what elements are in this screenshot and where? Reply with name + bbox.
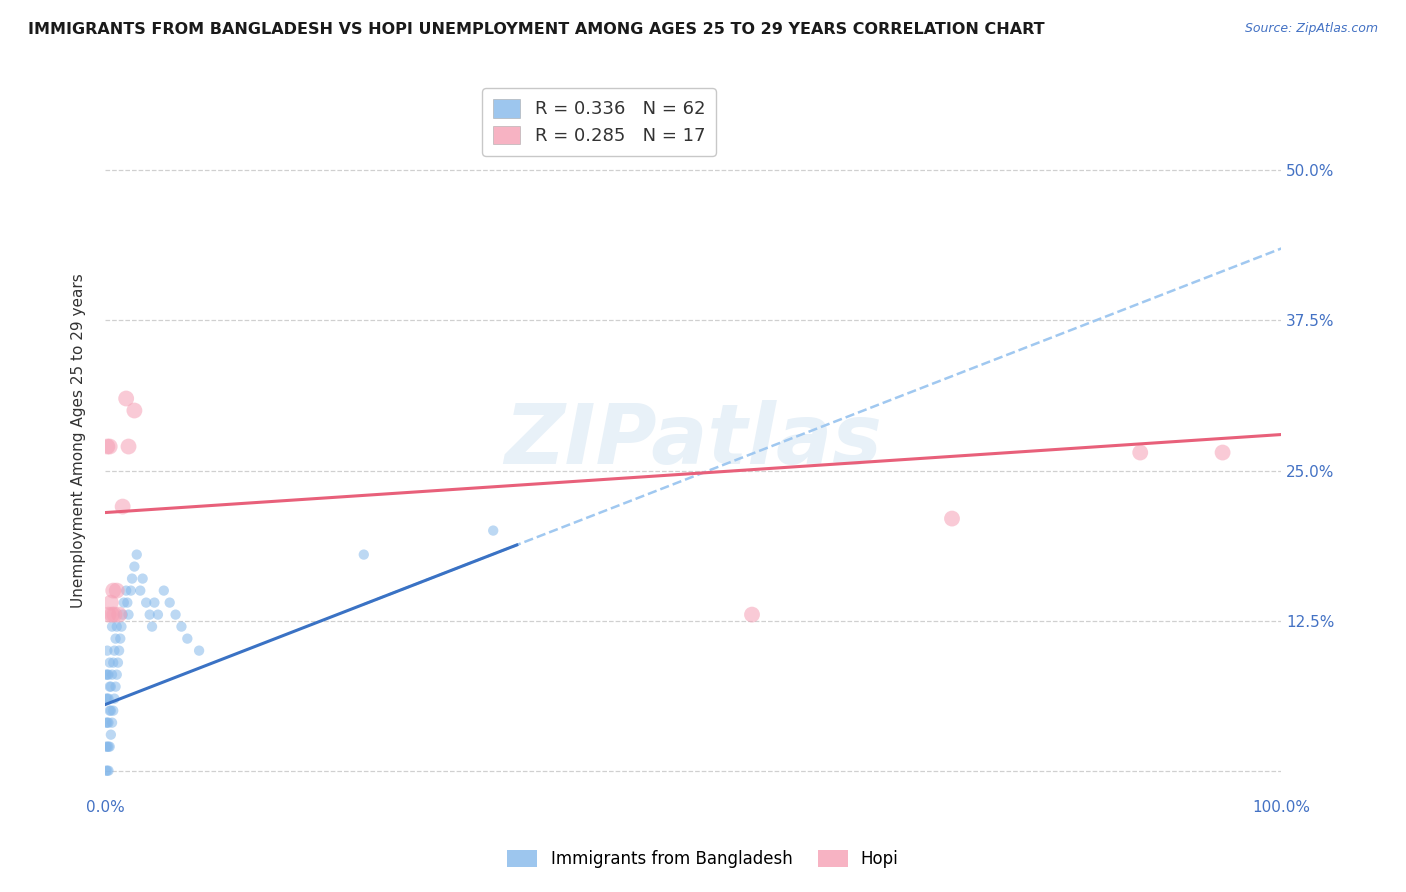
Text: Source: ZipAtlas.com: Source: ZipAtlas.com [1244, 22, 1378, 36]
Point [108, 643, 131, 657]
Point [103, 643, 125, 657]
Point [146, 607, 169, 622]
Point [112, 596, 135, 610]
Point [353, 548, 375, 562]
Point [131, 572, 153, 586]
Point [135, 596, 157, 610]
Point [138, 607, 160, 622]
Point [98, 440, 121, 454]
Point [153, 583, 176, 598]
Point [100, 596, 122, 610]
Point [117, 607, 139, 622]
Point [124, 559, 146, 574]
Point [103, 656, 125, 670]
Point [104, 680, 127, 694]
Point [98, 680, 121, 694]
Point [115, 392, 138, 406]
Point [108, 607, 131, 622]
Point [165, 607, 187, 622]
Legend: R = 0.336   N = 62, R = 0.285   N = 17: R = 0.336 N = 62, R = 0.285 N = 17 [482, 88, 716, 156]
Point [111, 607, 134, 622]
Point [103, 607, 125, 622]
Point [96, 643, 118, 657]
Point [98, 739, 121, 754]
Y-axis label: Unemployment Among Ages 25 to 29 years: Unemployment Among Ages 25 to 29 years [72, 273, 86, 608]
Legend: Immigrants from Bangladesh, Hopi: Immigrants from Bangladesh, Hopi [501, 843, 905, 875]
Point [96, 739, 118, 754]
Point [101, 667, 124, 681]
Point [120, 583, 142, 598]
Point [143, 596, 166, 610]
Point [96, 715, 118, 730]
Point [111, 500, 134, 514]
Point [741, 607, 763, 622]
Point [97, 667, 120, 681]
Point [103, 691, 125, 706]
Point [129, 583, 152, 598]
Point [188, 643, 211, 657]
Point [117, 596, 139, 610]
Point [96, 691, 118, 706]
Point [105, 667, 128, 681]
Point [107, 656, 129, 670]
Point [125, 548, 148, 562]
Point [96, 764, 118, 778]
Point [103, 704, 125, 718]
Point [159, 596, 181, 610]
Point [100, 680, 122, 694]
Point [97, 607, 120, 622]
Point [96, 764, 118, 778]
Point [124, 403, 146, 417]
Point [97, 715, 120, 730]
Point [96, 715, 118, 730]
Text: ZIPatlas: ZIPatlas [505, 400, 882, 481]
Point [141, 619, 163, 633]
Point [97, 691, 120, 706]
Point [104, 632, 127, 646]
Point [941, 511, 963, 525]
Point [110, 632, 132, 646]
Point [101, 607, 124, 622]
Point [117, 440, 139, 454]
Point [121, 572, 143, 586]
Point [98, 704, 121, 718]
Point [101, 619, 124, 633]
Point [170, 619, 193, 633]
Point [176, 632, 198, 646]
Point [482, 524, 505, 538]
Point [100, 704, 122, 718]
Point [101, 715, 124, 730]
Point [98, 656, 121, 670]
Point [1129, 445, 1152, 459]
Point [105, 583, 128, 598]
Point [97, 739, 120, 754]
Text: IMMIGRANTS FROM BANGLADESH VS HOPI UNEMPLOYMENT AMONG AGES 25 TO 29 YEARS CORREL: IMMIGRANTS FROM BANGLADESH VS HOPI UNEMP… [28, 22, 1045, 37]
Point [115, 583, 138, 598]
Point [96, 667, 118, 681]
Point [97, 764, 120, 778]
Point [96, 440, 118, 454]
Point [96, 739, 118, 754]
Point [105, 619, 128, 633]
Point [103, 583, 125, 598]
Point [96, 691, 118, 706]
Point [110, 619, 132, 633]
Point [96, 667, 118, 681]
Point [1212, 445, 1234, 459]
Point [100, 728, 122, 742]
